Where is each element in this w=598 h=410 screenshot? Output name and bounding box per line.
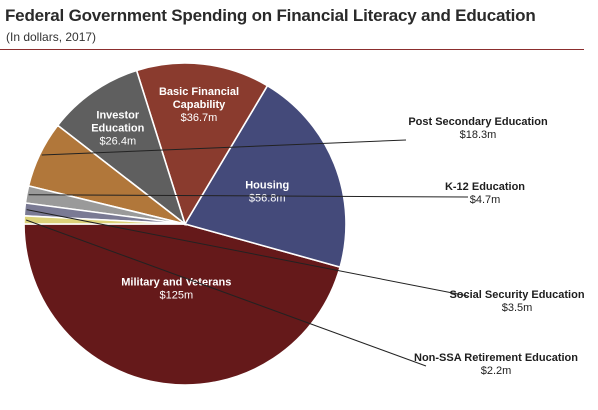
leader-line-social-security-education bbox=[26, 209, 469, 297]
slice-non-ssa-retirement-education bbox=[23, 215, 186, 225]
label-non-ssa-retirement-education: Non-SSA Retirement Education $2.2m bbox=[414, 352, 578, 377]
label-housing: Housing $56.8m bbox=[245, 180, 289, 205]
leader-line-post-secondary-education bbox=[41, 139, 407, 156]
label-k-12-education: K-12 Education $4.7m bbox=[445, 181, 525, 206]
title-divider bbox=[0, 49, 584, 50]
label-post-secondary-education: Post Secondary Education $18.3m bbox=[408, 116, 548, 141]
chart-subtitle: (In dollars, 2017) bbox=[6, 30, 97, 44]
pie-slices bbox=[23, 62, 347, 386]
leader-line-non-ssa-retirement-education bbox=[25, 219, 427, 367]
chart-title: Federal Government Spending on Financial… bbox=[5, 6, 536, 25]
slice-investor-education bbox=[56, 69, 187, 227]
label-investor-education: Investor Education $26.4m bbox=[91, 110, 144, 148]
label-basic-financial-capability: Basic Financial Capability $36.7m bbox=[159, 86, 239, 124]
slice-housing bbox=[183, 84, 347, 269]
slice-basic-financial-capability bbox=[135, 62, 269, 226]
label-social-security-education: Social Security Education $3.5m bbox=[449, 289, 584, 314]
leader-line-k-12-education bbox=[28, 194, 469, 198]
slice-military-and-veterans bbox=[23, 223, 342, 386]
